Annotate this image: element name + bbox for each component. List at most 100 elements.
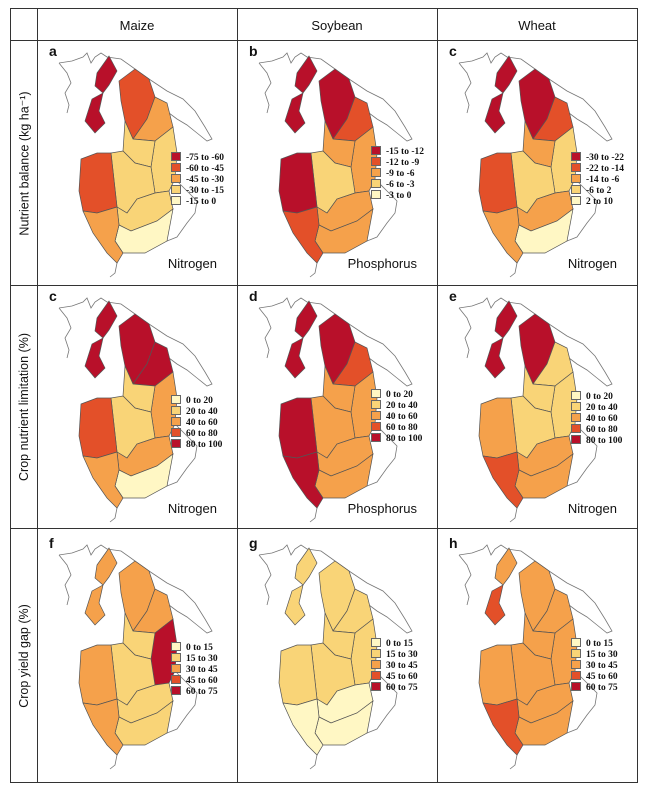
legend-item: 15 to 30 [571, 649, 618, 661]
legend-swatch [571, 424, 581, 434]
legend-item: 20 to 40 [371, 400, 422, 412]
legend-swatch [171, 664, 181, 674]
legend-swatch [571, 391, 581, 401]
panel-letter: h [449, 535, 458, 551]
legend-label: -22 to -14 [586, 164, 624, 174]
legend-swatch [571, 402, 581, 412]
legend-label: 0 to 20 [586, 392, 613, 402]
legend-item: 45 to 60 [571, 671, 618, 683]
nutrient-label: Nitrogen [567, 256, 617, 271]
legend-label: 20 to 40 [386, 401, 418, 411]
map-legend: 0 to 15 15 to 30 30 to 45 45 to 60 60 to 75 [171, 642, 218, 698]
legend-item: 45 to 60 [371, 671, 418, 683]
map-panel: h 0 to 15 15 to 30 30 to 45 45 to 60 60 to 75 [437, 533, 637, 773]
legend-item: -45 to -30 [171, 174, 224, 186]
legend-label: -6 to -3 [386, 180, 415, 190]
legend-label: 15 to 30 [586, 650, 618, 660]
panel-letter: a [49, 43, 57, 59]
map-panel: b Phosphorus -15 to -12 -12 to -9 -9 to -6 -6… [237, 41, 437, 281]
map-region [478, 644, 518, 706]
nutrient-label: Nitrogen [167, 501, 217, 516]
map-panel: a Nitrogen -75 to -60 -60 to -45 -45 to -30-… [37, 41, 237, 281]
grid-line [10, 8, 638, 9]
map-region [282, 698, 324, 756]
legend-swatch [171, 675, 181, 685]
map-legend: 0 to 20 20 to 40 40 to 60 60 to 80 80 to 100 [571, 391, 622, 447]
legend-item: -30 to -15 [171, 185, 224, 197]
map-region [494, 547, 518, 586]
legend-swatch [171, 174, 181, 184]
map-region [278, 152, 318, 214]
map-region [82, 451, 124, 509]
map-legend: -15 to -12 -12 to -9 -9 to -6 -6 to -3 -3 to… [371, 146, 424, 202]
legend-item: 15 to 30 [371, 649, 418, 661]
map-panel: d Phosphorus 0 to 20 20 to 40 40 to 60 60 to … [237, 286, 437, 526]
legend-label: 30 to 45 [386, 661, 418, 671]
legend-swatch [371, 433, 381, 443]
legend-label: 20 to 40 [186, 407, 218, 417]
legend-swatch [371, 671, 381, 681]
legend-item: 80 to 100 [171, 439, 222, 451]
legend-label: -30 to -15 [186, 186, 224, 196]
legend-item: -30 to -22 [571, 152, 624, 164]
map-region [282, 206, 324, 264]
legend-item: 20 to 40 [571, 402, 622, 414]
legend-label: 40 to 60 [186, 418, 218, 428]
map-region [84, 584, 106, 626]
panel-letter: b [249, 43, 258, 59]
legend-swatch [571, 174, 581, 184]
grid-line [10, 285, 638, 286]
nutrient-label: Phosphorus [347, 256, 417, 271]
legend-swatch [571, 649, 581, 659]
grid-line [10, 528, 638, 529]
legend-swatch [171, 642, 181, 652]
legend-label: 60 to 75 [186, 687, 218, 697]
legend-item: -75 to -60 [171, 152, 224, 164]
legend-label: 15 to 30 [386, 650, 418, 660]
map-region [94, 547, 118, 586]
legend-item: 60 to 80 [371, 422, 422, 434]
legend-swatch [371, 638, 381, 648]
map-region [84, 92, 106, 134]
legend-item: 0 to 15 [571, 638, 618, 650]
legend-item: 30 to 45 [171, 664, 218, 676]
legend-swatch [371, 146, 381, 156]
row-header-nutrient-balance: Nutrient balance (kg ha⁻¹) [17, 90, 32, 236]
legend-item: -3 to 0 [371, 190, 424, 202]
map-region [484, 584, 506, 626]
map-region [484, 92, 506, 134]
map-legend: 0 to 15 15 to 30 30 to 45 45 to 60 60 to 75 [371, 638, 418, 694]
legend-item: 60 to 75 [571, 682, 618, 694]
legend-label: 60 to 80 [186, 429, 218, 439]
map-region [84, 337, 106, 379]
map-region [284, 584, 306, 626]
map-legend: 0 to 20 20 to 40 40 to 60 60 to 80 80 to 100 [171, 395, 222, 451]
legend-label: 15 to 30 [186, 654, 218, 664]
map-panel: c Nitrogen 0 to 20 20 to 40 40 to 60 60 to 80… [37, 286, 237, 526]
map-region [82, 206, 124, 264]
legend-swatch [171, 185, 181, 195]
grid-line [237, 8, 238, 783]
legend-label: 60 to 75 [386, 683, 418, 693]
panel-letter: c [449, 43, 457, 59]
map-region [78, 644, 118, 706]
map-panel: e Nitrogen 0 to 20 20 to 40 40 to 60 60 to 80… [437, 286, 637, 526]
map-region [82, 698, 124, 756]
legend-swatch [171, 439, 181, 449]
legend-item: -15 to 0 [171, 196, 224, 208]
map-region [484, 337, 506, 379]
legend-swatch [171, 406, 181, 416]
column-header-maize: Maize [119, 18, 155, 33]
panel-letter: f [49, 535, 54, 551]
legend-swatch [571, 185, 581, 195]
legend-item: -22 to -14 [571, 163, 624, 175]
legend-label: 80 to 100 [386, 434, 423, 444]
legend-item: -6 to -3 [371, 179, 424, 191]
legend-label: 60 to 75 [586, 683, 618, 693]
legend-label: -15 to 0 [186, 197, 217, 207]
region-map [258, 52, 413, 278]
legend-label: 0 to 20 [386, 390, 413, 400]
legend-item: 45 to 60 [171, 675, 218, 687]
